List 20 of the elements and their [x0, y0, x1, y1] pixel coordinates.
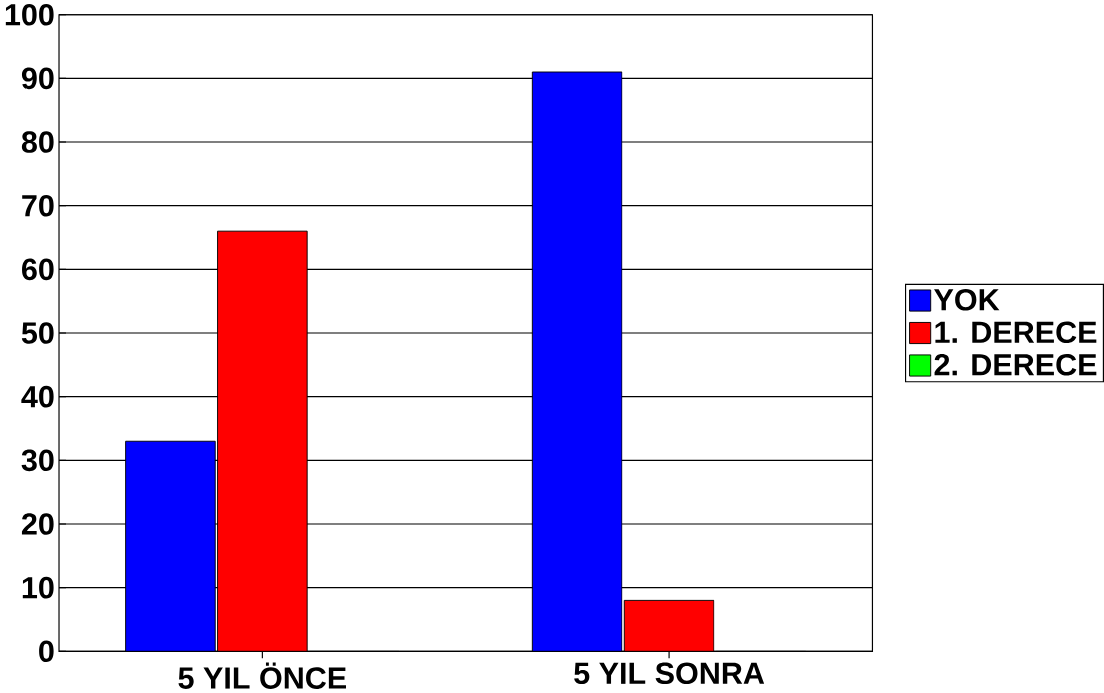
legend-label: YOK: [934, 289, 1000, 311]
y-tick-label: 50: [21, 322, 54, 344]
x-tick-label: 5 YIL SONRA: [574, 662, 765, 685]
x-tick-label: 5 YIL ÖNCE: [178, 662, 346, 689]
y-tick-label: 40: [21, 385, 54, 408]
y-tick-label: 70: [22, 194, 54, 217]
y-tick-label: 30: [21, 449, 54, 472]
y-tick-label: 80: [21, 131, 54, 153]
bar: [531, 71, 623, 652]
bar: [217, 230, 308, 652]
y-tick-label: 90: [21, 67, 54, 90]
y-tick-label: 100: [5, 3, 54, 26]
legend-label: 2. DERECE: [934, 354, 1097, 376]
y-tick-label: 0: [39, 640, 54, 663]
y-tick-label: 20: [21, 513, 54, 535]
bar: [623, 600, 715, 652]
legend-label: 1. DERECE: [935, 321, 1097, 344]
bar: [125, 440, 216, 652]
y-tick-label: 10: [22, 576, 54, 599]
y-tick-label: 60: [22, 258, 54, 281]
